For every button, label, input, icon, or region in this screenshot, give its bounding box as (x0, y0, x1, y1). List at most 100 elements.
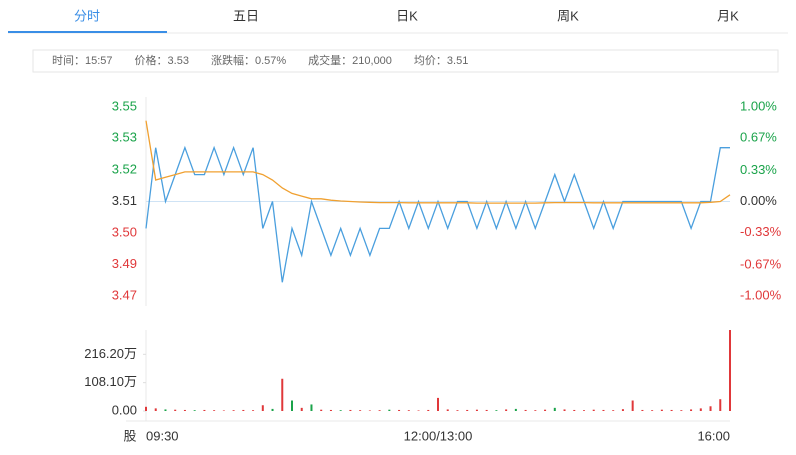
y-tick-label: 3.53 (112, 130, 137, 145)
volume-bar (427, 409, 430, 411)
volume-bar (612, 410, 615, 411)
volume-axis-label: 股 (123, 428, 136, 443)
tab[interactable]: 日K (396, 8, 418, 23)
volume-bar (475, 409, 478, 411)
info-value: 15:57 (85, 55, 113, 67)
volume-bar (222, 410, 225, 411)
tab-active-underline (8, 31, 167, 33)
volume-tick-label: 0.00 (112, 402, 137, 417)
volume-bar (339, 410, 342, 411)
tab[interactable]: 分时 (74, 8, 100, 23)
y-tick-label: 3.52 (112, 161, 137, 176)
y-tick-label: 3.51 (112, 193, 137, 208)
volume-bar (602, 409, 605, 411)
volume-bar (300, 407, 303, 411)
y2-tick-label: -0.33% (740, 224, 782, 239)
y-tick-label: 3.49 (112, 256, 137, 271)
tab[interactable]: 月K (717, 8, 739, 23)
volume-bar (145, 406, 147, 411)
volume-bar (621, 409, 624, 411)
volume-bar (573, 409, 576, 411)
volume-bar (164, 409, 167, 411)
y2-tick-label: -1.00% (740, 287, 782, 302)
price-line (145, 145, 730, 283)
y2-tick-label: -0.67% (740, 256, 782, 271)
volume-bar (281, 378, 284, 411)
volume-bar (466, 409, 469, 411)
volume-bar (291, 400, 293, 411)
volume-bar (417, 410, 420, 411)
volume-bar (505, 409, 508, 411)
volume-bar (242, 409, 245, 411)
volume-bar (359, 410, 362, 411)
volume-bar (456, 410, 459, 411)
info-label: 成交量： (308, 53, 352, 67)
volume-bar (378, 410, 381, 411)
volume-tick-label: 108.10万 (84, 374, 137, 389)
volume-bar (310, 404, 313, 411)
info-label: 价格： (135, 53, 168, 67)
volume-bar (680, 410, 683, 411)
volume-bar (213, 410, 216, 411)
volume-bar (709, 406, 712, 411)
x-tick-label: 12:00/13:00 (404, 428, 473, 443)
y-tick-label: 3.47 (112, 287, 137, 302)
volume-bar (690, 409, 693, 411)
y-tick-label: 3.50 (112, 224, 137, 239)
volume-bar (583, 410, 585, 411)
volume-bar (183, 409, 186, 411)
info-label: 时间： (52, 54, 85, 67)
info-value: 0.57% (255, 55, 286, 67)
volume-bar (407, 410, 410, 411)
volume-bar (563, 409, 566, 411)
y2-tick-label: 0.33% (740, 162, 777, 177)
y2-tick-label: 1.00% (740, 98, 777, 113)
volume-bar (660, 409, 663, 411)
volume-bar (261, 405, 264, 411)
price-line (145, 120, 731, 204)
x-tick-label: 09:30 (146, 428, 179, 443)
info-bar (32, 49, 779, 73)
volume-bar (252, 410, 255, 411)
volume-bar (388, 409, 391, 411)
volume-bar (203, 409, 206, 411)
info-label: 涨跌幅： (211, 53, 255, 67)
volume-bar (437, 397, 439, 411)
volume-bar (485, 409, 488, 411)
volume-bar (320, 409, 323, 411)
volume-bar (699, 408, 702, 411)
volume-bar (398, 409, 401, 411)
volume-bar (495, 410, 498, 411)
volume-bar (193, 410, 196, 411)
volume-bar (544, 409, 547, 411)
info-label: 均价： (414, 54, 447, 67)
volume-bar (232, 410, 235, 411)
info-value: 3.51 (447, 55, 468, 67)
tab[interactable]: 五日 (233, 8, 259, 23)
volume-bar (534, 410, 537, 411)
volume-bar (271, 408, 274, 411)
volume-bar (174, 409, 177, 411)
volume-bar (641, 409, 644, 411)
volume-bar (553, 407, 556, 411)
info-value: 3.53 (168, 55, 189, 67)
volume-bar (729, 330, 731, 411)
info-items: 时间： 15:57 价格： 3.53 涨跌幅： 0.57% 成交量： 210,000 均价： 3.… (52, 53, 468, 67)
volume-bar (631, 400, 634, 411)
x-tick-label: 16:00 (697, 428, 730, 443)
volume-bar (719, 399, 722, 411)
volume-bar (592, 409, 595, 411)
tab[interactable]: 周K (557, 8, 579, 23)
volume-bar (329, 409, 332, 411)
volume-bar (670, 409, 673, 411)
volume-bar (154, 408, 157, 411)
volume-bar (514, 408, 517, 411)
y-tick-label: 3.55 (112, 98, 137, 113)
info-value: 210,000 (352, 55, 392, 67)
volume-bar (651, 410, 654, 411)
volume-bar (349, 409, 352, 411)
y2-tick-label: 0.00% (740, 193, 777, 208)
y2-tick-label: 0.67% (740, 130, 777, 145)
volume-bar (446, 409, 449, 411)
